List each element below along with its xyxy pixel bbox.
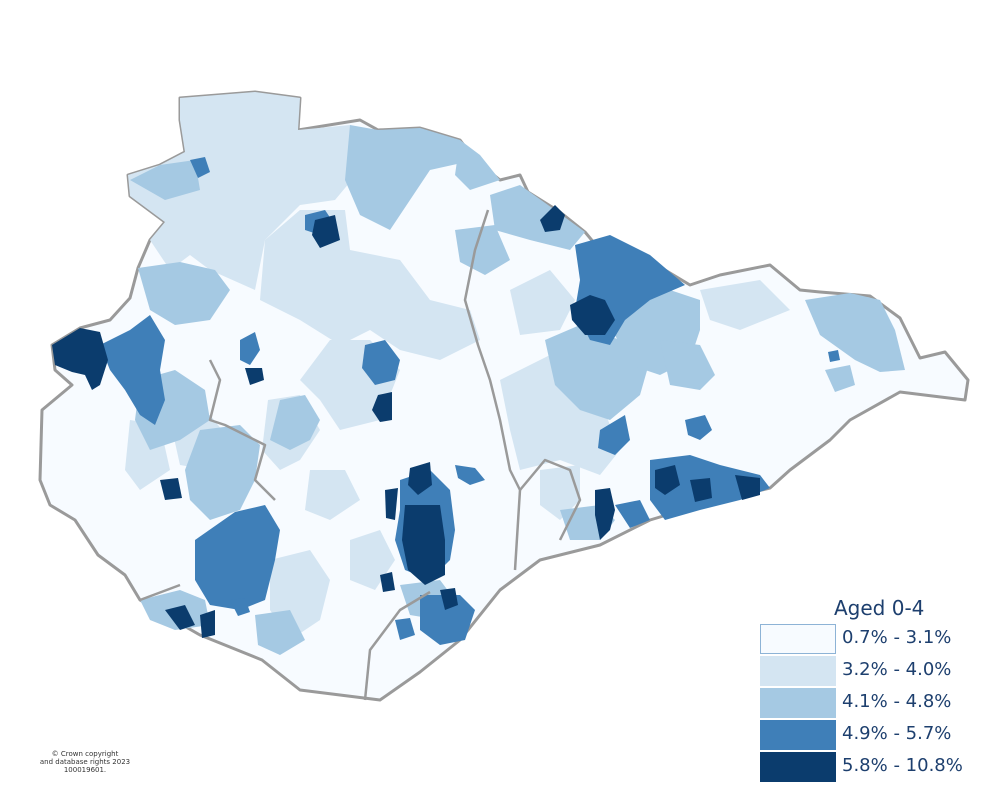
legend-label: 4.9% - 5.7% — [842, 723, 952, 744]
legend-swatch — [760, 656, 836, 686]
legend-label: 4.1% - 4.8% — [842, 691, 952, 712]
legend-label: 0.7% - 3.1% — [842, 627, 952, 648]
class-2-areas — [125, 92, 790, 640]
legend-swatch — [760, 720, 836, 750]
copyright-notice: © Crown copyright and database rights 20… — [30, 750, 140, 774]
legend-swatch — [760, 688, 836, 718]
legend-swatch — [760, 752, 836, 782]
copyright-line: 100019601. — [63, 766, 107, 774]
legend-title: Aged 0-4 — [834, 596, 925, 620]
legend-label: 3.2% - 4.0% — [842, 659, 952, 680]
copyright-line: © Crown copyright — [51, 750, 119, 758]
class-5-areas — [52, 205, 760, 638]
legend-label: 5.8% - 10.8% — [842, 755, 963, 776]
legend-swatch — [760, 624, 836, 654]
district-boundaries — [139, 209, 582, 701]
copyright-line: and database rights 2023 — [39, 758, 131, 766]
